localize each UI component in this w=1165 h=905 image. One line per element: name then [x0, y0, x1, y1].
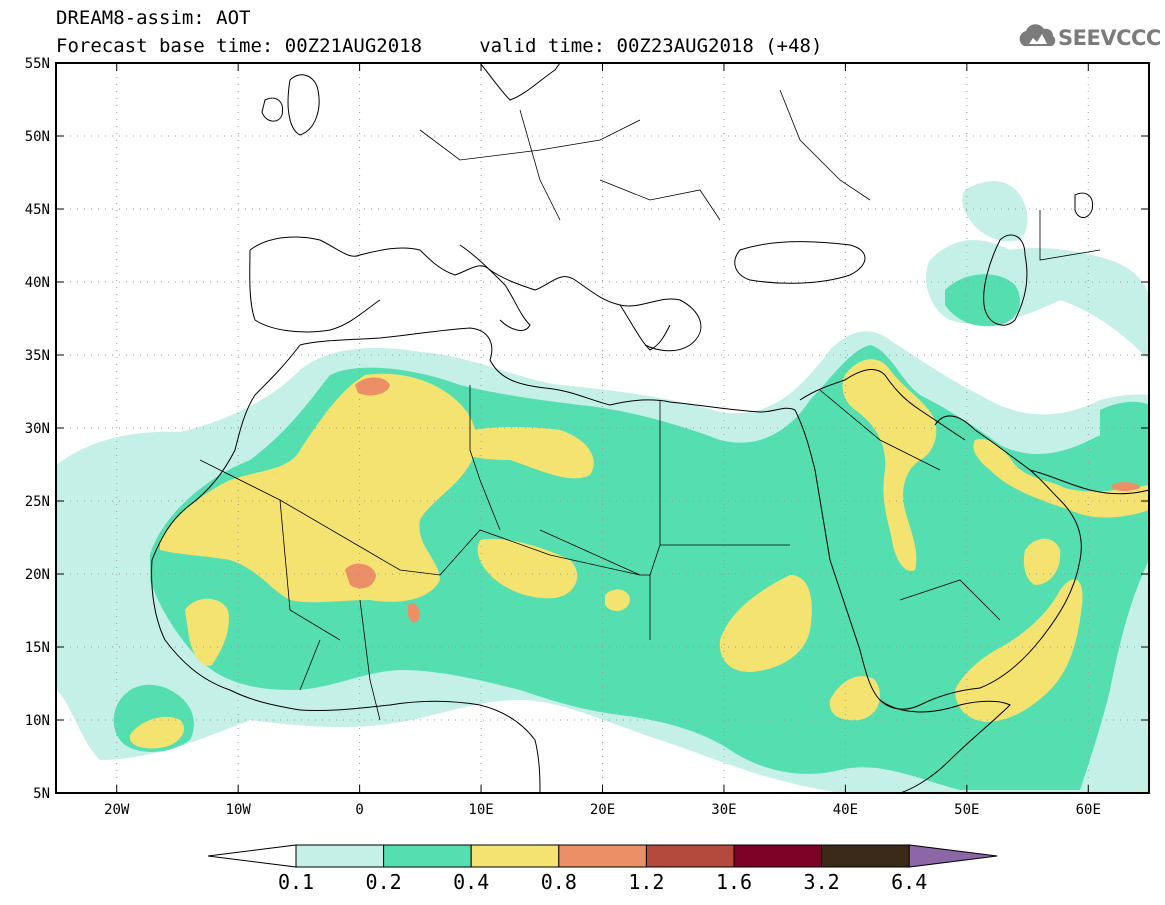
colorbar-segment	[383, 844, 472, 868]
aot-contour-0.4-egypt-s	[605, 589, 630, 612]
colorbar: 0.1 0.2 0.4 0.8 1.2 1.6 3.2 6.4	[207, 844, 998, 894]
aot-contour-0.4-chad	[477, 538, 578, 599]
lat-tick-label: 45N	[25, 202, 50, 218]
lat-tick-label: 30N	[25, 421, 50, 437]
colorbar-label: 1.6	[716, 870, 752, 894]
lon-tick-label: 20W	[104, 802, 130, 818]
lon-tick-label: 10E	[468, 802, 493, 818]
aot-contour-0.4-sahara-w	[160, 373, 477, 603]
lat-tick-label: 50N	[25, 129, 50, 145]
aot-contour-0.4-arabia-n	[842, 359, 937, 571]
aot-contour-0.8-b	[345, 563, 376, 589]
lon-tick-label: 50E	[954, 802, 979, 818]
forecast-time-subtitle: Forecast base time: 00Z21AUG2018 valid t…	[56, 35, 823, 57]
aot-contour-0.8-a	[355, 377, 390, 396]
lon-tick-label: 0	[355, 802, 363, 818]
aot-contour-0.4-senegal	[185, 598, 229, 666]
coastlines	[151, 63, 1149, 793]
colorbar-segment	[733, 844, 823, 868]
aot-contour-0.4-oman-coast	[1023, 538, 1061, 585]
aot-field	[56, 180, 1149, 793]
colorbar-segment	[470, 844, 560, 868]
colorbar-label: 0.1	[278, 870, 314, 894]
colorbar-segment	[558, 844, 647, 868]
lat-tick-label: 15N	[25, 640, 50, 656]
lat-tick-label: 20N	[25, 567, 50, 583]
lon-tick-label: 40E	[833, 802, 858, 818]
seevccc-logo: SEEVCCC	[1058, 26, 1161, 50]
colorbar-lower-arrow	[207, 844, 297, 868]
colorbar-label: 0.8	[541, 870, 577, 894]
aot-contour-0.4-oman-yemen	[955, 579, 1083, 722]
map-title: DREAM8-assim: AOT	[56, 7, 251, 29]
lat-tick-label: 5N	[33, 786, 50, 802]
colorbar-label: 6.4	[891, 870, 927, 894]
aot-contour-0.2-caspian	[945, 274, 1020, 327]
lon-tick-label: 60E	[1076, 802, 1101, 818]
lon-tick-label: 30E	[711, 802, 736, 818]
aot-contour-0.4-guinea	[129, 716, 184, 749]
colorbar-upper-arrow	[908, 844, 998, 868]
cloud-icon	[1019, 24, 1056, 46]
lat-tick-label: 35N	[25, 348, 50, 364]
colorbar-segment	[295, 844, 385, 868]
lat-tick-label: 40N	[25, 275, 50, 291]
lat-tick-label: 25N	[25, 494, 50, 510]
aot-contour-0.1-aral	[962, 180, 1028, 242]
lat-tick-label: 10N	[25, 713, 50, 729]
colorbar-label: 3.2	[804, 870, 840, 894]
colorbar-label: 0.2	[366, 870, 402, 894]
graticule	[56, 63, 1149, 793]
aot-contour-0.8-c	[408, 603, 420, 623]
aot-contour-0.4-sudan	[719, 575, 812, 672]
lon-tick-label: 20E	[590, 802, 615, 818]
axis-ticks: 20W 10W 0 10E 20E 30E 40E 50E 60E 55N 50N 45N 40N 35N…	[25, 56, 1149, 818]
lon-tick-label: 10W	[226, 802, 252, 818]
aot-contour-0.4-libya	[440, 427, 594, 479]
country-borders	[199, 89, 1101, 721]
aot-contour-0.1-caspian	[926, 240, 1149, 360]
colorbar-label: 1.2	[628, 870, 664, 894]
aot-contour-0.4-gulf	[973, 439, 1149, 518]
colorbar-segment	[821, 844, 910, 868]
colorbar-label: 0.4	[453, 870, 489, 894]
colorbar-segment	[645, 844, 735, 868]
aot-contour-0.4-horn	[829, 676, 880, 721]
aot-contour-0.8-d	[1112, 482, 1140, 491]
aot-contour-0.2-gulf	[1100, 401, 1149, 462]
lat-tick-label: 55N	[25, 56, 50, 72]
